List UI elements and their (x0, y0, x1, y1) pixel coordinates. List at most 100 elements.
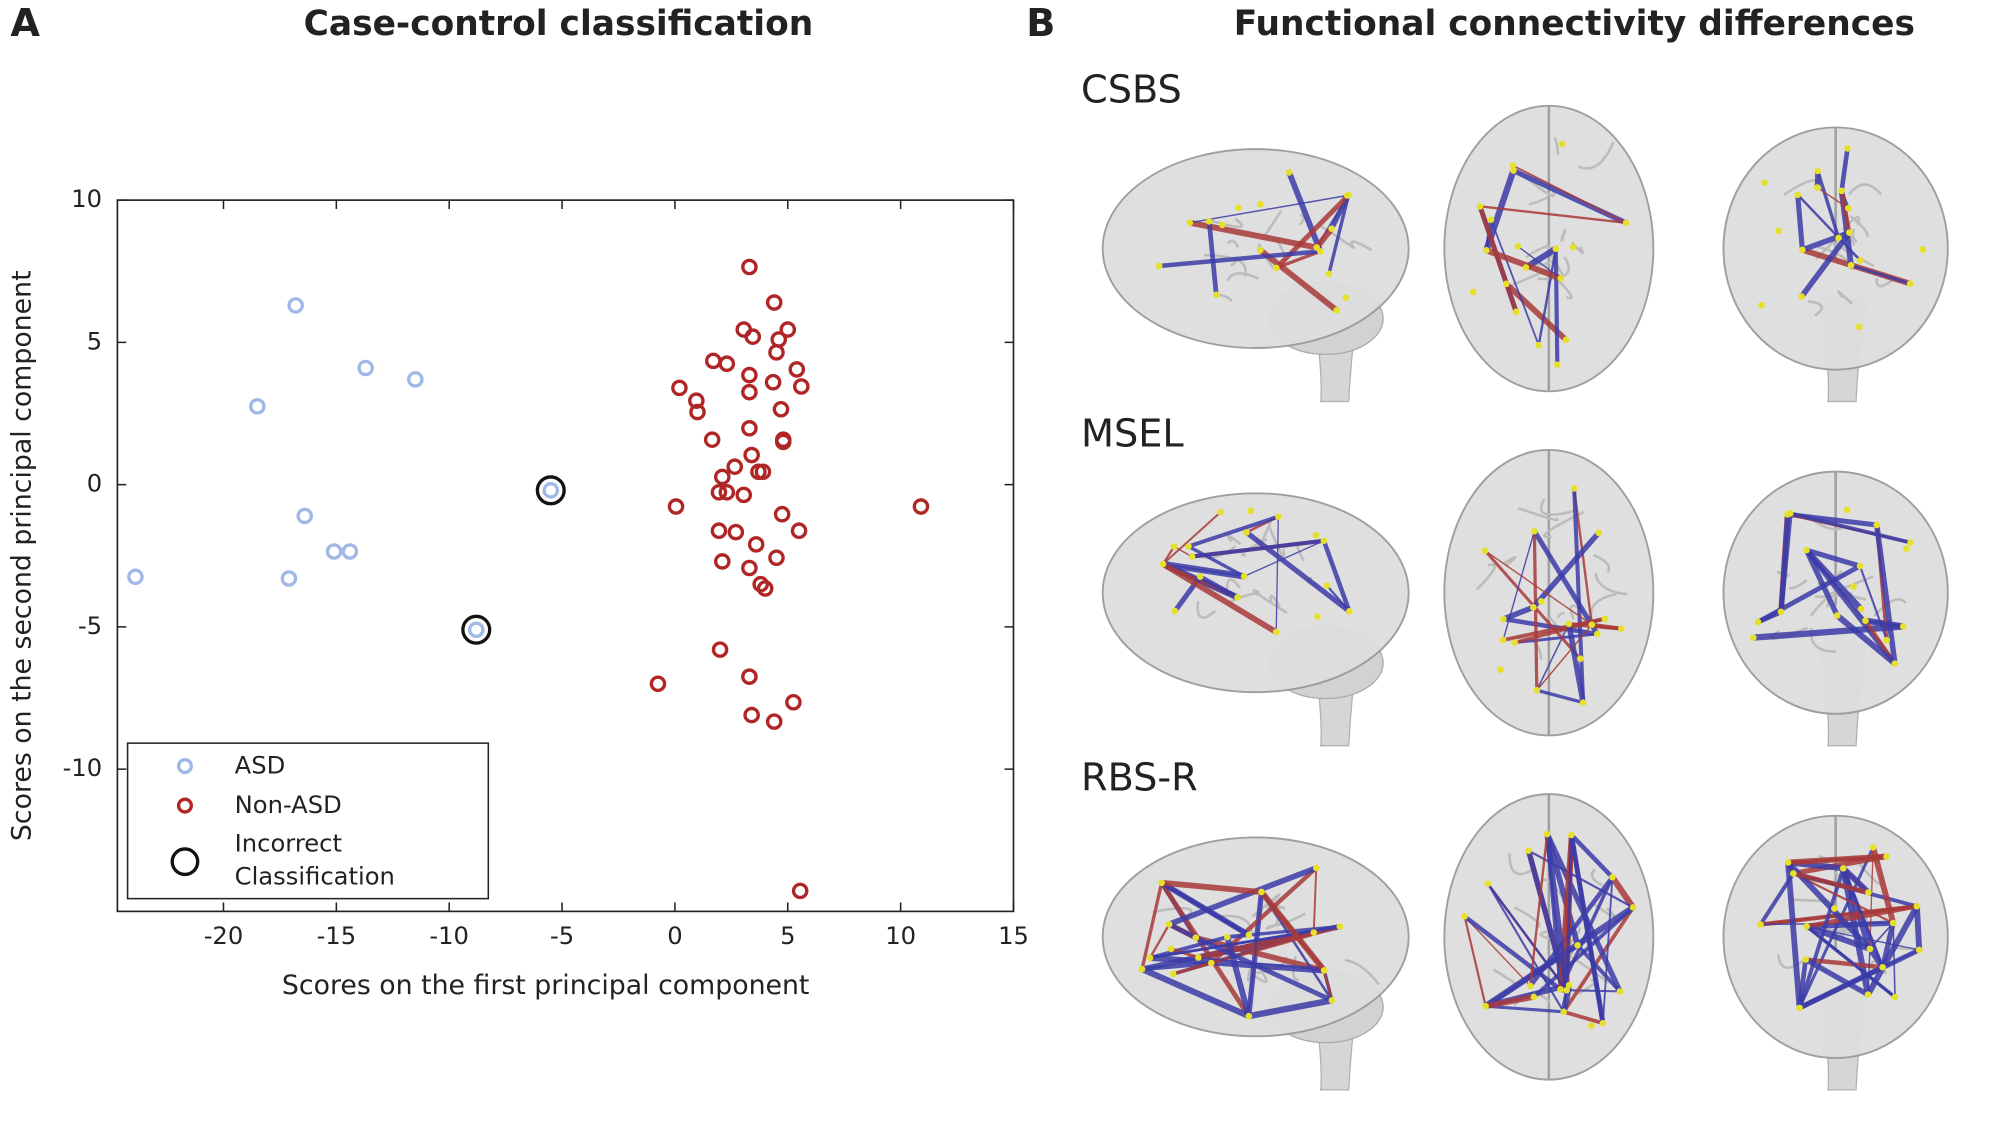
point (765, 294, 783, 311)
point (785, 693, 802, 711)
node (1256, 246, 1264, 254)
node (1312, 864, 1320, 872)
node (1499, 636, 1507, 644)
connection (1244, 530, 1351, 614)
gyrus (1537, 256, 1570, 281)
point (768, 344, 785, 361)
node (1312, 531, 1320, 539)
node (1530, 603, 1537, 611)
point (788, 361, 806, 378)
node (1866, 945, 1874, 953)
node (1835, 234, 1842, 242)
node (1158, 879, 1165, 887)
point (744, 328, 762, 345)
node (1579, 699, 1587, 706)
connection (1785, 862, 1803, 1009)
connection (1792, 871, 1870, 895)
connection (1787, 855, 1887, 864)
node (1522, 264, 1530, 271)
connection (1486, 882, 1568, 991)
node (1557, 986, 1564, 993)
point (774, 433, 792, 451)
connection (1477, 205, 1519, 313)
connection (1799, 230, 1852, 299)
x-tick-label: 0 (667, 922, 682, 950)
point (779, 321, 797, 338)
gyrus (1503, 555, 1517, 568)
panel-title: Functional connectivity differences (1234, 4, 1915, 44)
node (1500, 615, 1507, 623)
node (1569, 243, 1577, 251)
connection (1275, 516, 1280, 633)
point (770, 331, 788, 348)
point (688, 392, 705, 409)
node (1879, 963, 1886, 971)
connection (1224, 936, 1252, 1017)
x-tick-label: 10 (885, 922, 916, 950)
node (1323, 582, 1331, 589)
chart-title: Case-control classification (304, 4, 814, 44)
connection (1568, 834, 1606, 1024)
gyrus (1226, 239, 1240, 249)
connection (1536, 688, 1584, 705)
node (1159, 560, 1167, 568)
gyrus (1517, 506, 1559, 522)
node (1839, 864, 1847, 872)
node (1798, 293, 1805, 300)
node (1212, 291, 1220, 299)
connection (1502, 530, 1536, 641)
node (1165, 920, 1173, 928)
connection (1867, 947, 1885, 969)
node (1476, 203, 1484, 210)
connection (1149, 925, 1341, 960)
node (1171, 607, 1179, 615)
connection (1804, 957, 1870, 997)
node (1889, 919, 1897, 927)
connection (1194, 935, 1333, 1003)
node (1487, 216, 1495, 223)
connection (1248, 891, 1263, 1017)
node (1543, 830, 1551, 838)
node (1784, 859, 1792, 866)
node (1167, 945, 1175, 953)
connection (1805, 547, 1861, 569)
node (1316, 248, 1324, 255)
x-tick-label: -20 (204, 922, 244, 950)
gyrus (1226, 272, 1260, 282)
node (1169, 970, 1177, 978)
node (1192, 934, 1200, 942)
point (296, 507, 314, 525)
node (1565, 981, 1573, 989)
connection (1517, 245, 1562, 279)
y-tick-label: 10 (71, 185, 102, 213)
connection (1168, 922, 1197, 940)
connection (1609, 875, 1636, 910)
connection (1562, 906, 1635, 1013)
node (1554, 361, 1561, 368)
gyrus (1492, 968, 1516, 985)
node (1913, 902, 1921, 910)
node (1802, 956, 1809, 963)
legend-marker (176, 758, 193, 775)
node (1219, 221, 1226, 229)
gyrus (1267, 524, 1286, 558)
node (1757, 921, 1764, 928)
connection (1312, 867, 1318, 933)
node (1497, 666, 1504, 673)
connection (1259, 890, 1327, 973)
point (667, 498, 685, 515)
node (1325, 270, 1333, 278)
node (1883, 636, 1891, 644)
connection (1566, 989, 1620, 993)
connection (1485, 1004, 1564, 1014)
y-tick-label: 5 (87, 327, 102, 355)
connection (1796, 193, 1862, 262)
node (1320, 537, 1328, 545)
connection (1485, 247, 1562, 282)
point (467, 621, 485, 639)
node (1483, 247, 1490, 254)
node (1568, 831, 1575, 839)
gyrus (1528, 195, 1550, 206)
connection (1198, 956, 1325, 972)
